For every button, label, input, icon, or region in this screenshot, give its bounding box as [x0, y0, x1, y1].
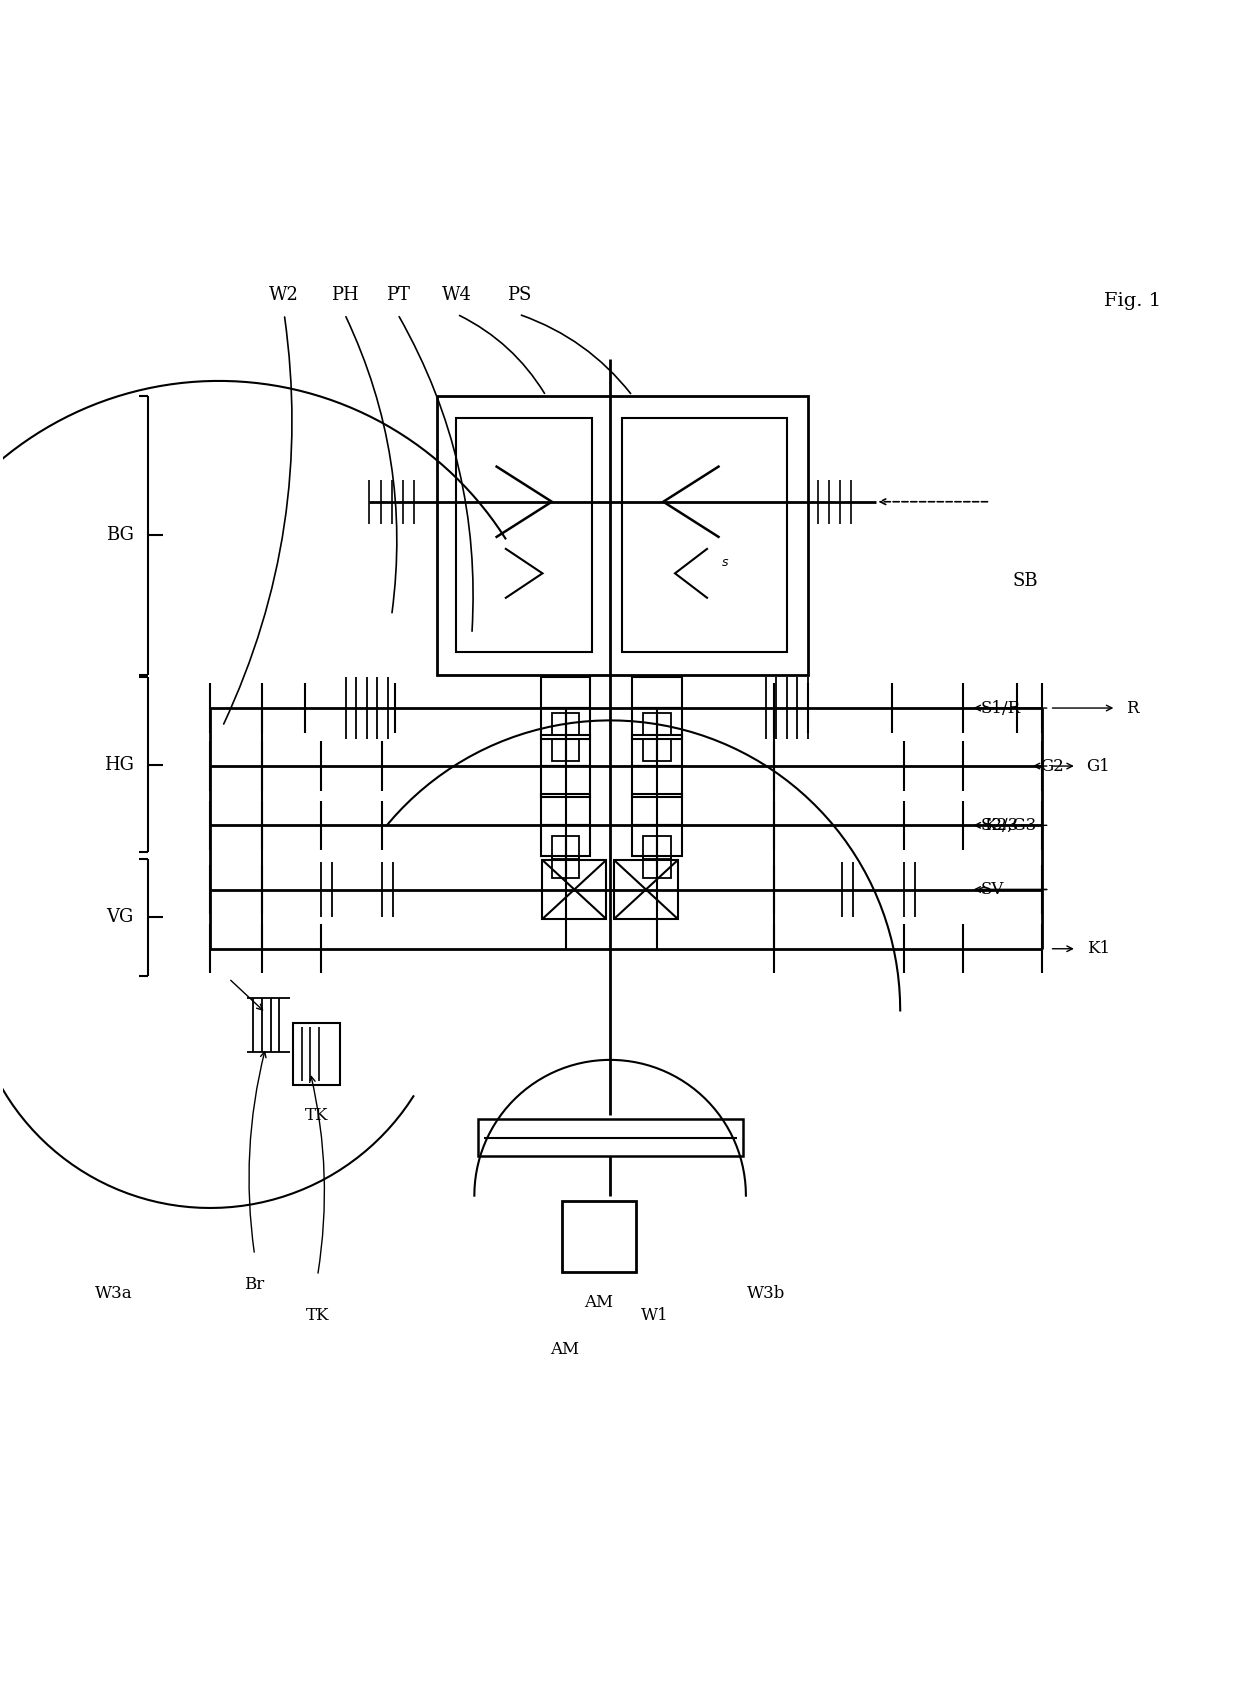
Bar [632, 824, 682, 857]
Bar [632, 677, 682, 707]
Text: TK: TK [306, 1307, 330, 1324]
Bar [622, 418, 786, 653]
Text: AM: AM [584, 1294, 614, 1311]
Text: s: s [722, 556, 728, 570]
Bar [479, 1119, 744, 1156]
Text: K1: K1 [1086, 940, 1110, 957]
Bar [542, 860, 606, 920]
Text: BG: BG [105, 527, 134, 544]
Bar [632, 734, 682, 767]
Text: G1: G1 [1086, 758, 1110, 775]
Text: SB: SB [1013, 571, 1038, 590]
Text: K2,G3: K2,G3 [985, 816, 1037, 833]
Bar [562, 1200, 636, 1272]
Bar [632, 794, 682, 824]
Bar [614, 860, 678, 920]
Text: W3a: W3a [95, 1285, 133, 1302]
Text: W4: W4 [443, 286, 472, 304]
Text: W1: W1 [641, 1307, 668, 1324]
Bar [644, 836, 671, 858]
Bar [644, 740, 671, 762]
Bar [552, 836, 579, 858]
Bar [293, 1023, 340, 1085]
Text: SV: SV [981, 881, 1004, 898]
Bar [456, 418, 591, 653]
Text: R: R [1126, 699, 1138, 716]
Text: G2: G2 [1039, 758, 1064, 775]
Bar [541, 824, 590, 857]
Bar [541, 677, 590, 707]
Bar [552, 740, 579, 762]
Text: PH: PH [331, 286, 358, 304]
Text: HG: HG [104, 756, 134, 774]
Bar [541, 767, 590, 797]
Bar [438, 396, 807, 675]
Bar [552, 712, 579, 734]
Text: W2: W2 [269, 286, 299, 304]
Bar [644, 857, 671, 879]
Text: S2/3: S2/3 [981, 816, 1019, 833]
Text: VG: VG [107, 908, 134, 927]
Bar [541, 794, 590, 824]
Text: PT: PT [386, 286, 409, 304]
Text: TK: TK [305, 1107, 329, 1124]
Bar [632, 707, 682, 740]
Bar [541, 734, 590, 767]
Bar [552, 857, 579, 879]
Bar [644, 712, 671, 734]
Text: S1/R: S1/R [981, 699, 1021, 716]
Text: Br: Br [244, 1277, 264, 1294]
Text: Fig. 1: Fig. 1 [1104, 292, 1161, 309]
Text: PS: PS [507, 286, 531, 304]
Text: W3b: W3b [746, 1285, 785, 1302]
Text: AM: AM [549, 1341, 579, 1358]
Bar [632, 767, 682, 797]
Bar [541, 707, 590, 740]
